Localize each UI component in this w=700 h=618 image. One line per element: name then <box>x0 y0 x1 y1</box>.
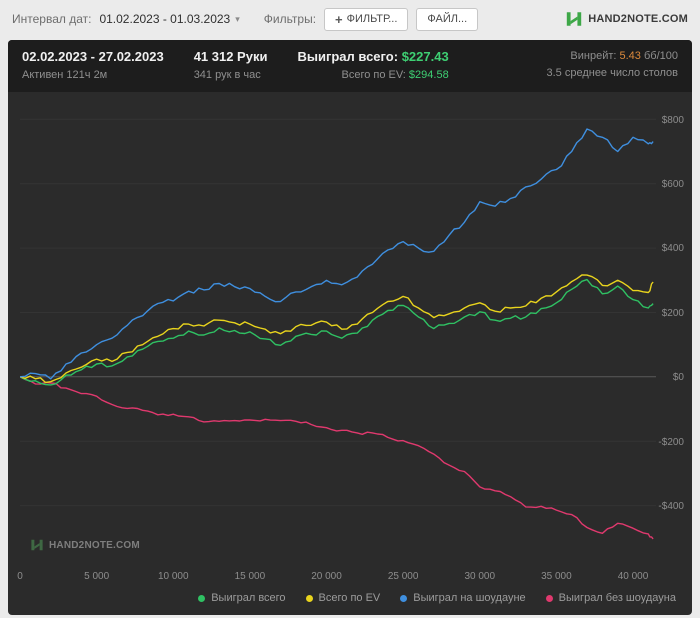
legend-label: Всего по EV <box>318 592 381 605</box>
x-tick-label: 40 000 <box>617 571 649 583</box>
legend-label: Выиграл без шоудауна <box>558 592 676 605</box>
x-tick-label: 0 <box>17 571 23 583</box>
x-axis-labels: 0 5 000 10 000 15 000 20 000 25 000 30 000 35 0… <box>8 571 692 585</box>
winrate-value: 5.43 <box>619 50 641 62</box>
x-tick-label: 20 000 <box>311 571 342 583</box>
legend-item[interactable]: Выиграл всего <box>198 592 286 605</box>
legend-dot-icon <box>545 594 553 602</box>
ev-total-label: Всего по EV: <box>341 68 406 81</box>
interval-label: Интервал дат: <box>12 12 92 26</box>
x-tick-label: 5 000 <box>84 571 110 583</box>
chart-legend: Выиграл всего Всего по EV Выиграл на шоуда… <box>8 585 692 615</box>
legend-item[interactable]: Выиграл на шоудауне <box>400 592 526 605</box>
summary-date-block: 02.02.2023 - 27.02.2023 Активен 121ч 2м <box>22 48 164 83</box>
x-tick-label: 25 000 <box>387 571 419 583</box>
watermark-text: HAND2NOTE.COM <box>49 539 140 551</box>
date-interval-select[interactable]: 01.02.2023 - 01.03.2023 ▾ <box>99 12 239 26</box>
report-panel: 02.02.2023 - 27.02.2023 Активен 121ч 2м … <box>8 40 692 616</box>
avg-tables: 3.5 среднее число столов <box>546 66 678 79</box>
brand-text: HAND2NOTE.COM <box>588 13 688 25</box>
date-interval-value: 01.02.2023 - 01.03.2023 <box>99 12 231 26</box>
legend-dot-icon <box>400 594 408 602</box>
legend-label: Выиграл всего <box>211 592 286 605</box>
filters-label: Фильтры: <box>263 12 317 26</box>
chart: $800 $600 $400 $200 $0 -$200 -$400 HAND2NOTE.C… <box>8 100 692 570</box>
brand: HAND2NOTE.COM <box>565 10 688 28</box>
plus-icon: + <box>335 11 343 27</box>
file-button[interactable]: ФАЙЛ... <box>416 7 479 31</box>
file-button-label: ФАЙЛ... <box>427 13 468 25</box>
summary-active-time: Активен 121ч 2м <box>22 68 108 81</box>
y-tick-label: -$200 <box>658 436 684 448</box>
summary-date-range: 02.02.2023 - 27.02.2023 <box>22 49 164 64</box>
hand2note-logo-icon <box>567 12 582 26</box>
ev-total-value: $294.58 <box>408 68 449 81</box>
x-tick-label: 35 000 <box>541 571 572 583</box>
y-tick-label: $200 <box>661 307 684 319</box>
toolbar: Интервал дат: 01.02.2023 - 01.03.2023 ▾ … <box>0 0 700 38</box>
legend-dot-icon <box>305 594 313 602</box>
summary-winnings-block: Выиграл всего: $227.43 Всего по EV: $294… <box>297 48 448 83</box>
y-tick-label: $800 <box>661 114 684 126</box>
summary-hands: 41 312 Руки <box>193 49 268 64</box>
legend-label: Выиграл на шоудауне <box>413 592 526 605</box>
chart-watermark: HAND2NOTE.COM <box>30 538 140 552</box>
y-tick-label: $600 <box>661 179 684 191</box>
legend-item[interactable]: Всего по EV <box>305 592 381 605</box>
x-tick-label: 30 000 <box>464 571 496 583</box>
winrate-units: бб/100 <box>643 50 678 62</box>
y-tick-label: $400 <box>661 243 684 255</box>
x-tick-label: 15 000 <box>234 571 266 583</box>
hand2note-logo-icon <box>31 540 43 551</box>
summary-hands-block: 41 312 Руки 341 рук в час <box>194 48 268 83</box>
summary-winrate-block: Винрейт: 5.43 бб/100 3.5 среднее число с… <box>546 48 678 81</box>
add-filter-button[interactable]: + ФИЛЬТР... <box>324 7 409 31</box>
legend-dot-icon <box>198 594 206 602</box>
legend-item[interactable]: Выиграл без шоудауна <box>545 592 676 605</box>
filter-button-label: ФИЛЬТР... <box>346 13 398 25</box>
won-total-value: $227.43 <box>401 49 449 64</box>
y-tick-label: $0 <box>672 372 684 384</box>
winrate-label: Винрейт: <box>570 50 617 62</box>
chart-plot[interactable] <box>20 100 656 570</box>
won-total-label: Выиграл всего: <box>297 49 399 64</box>
chevron-down-icon: ▾ <box>235 13 240 24</box>
summary-bar: 02.02.2023 - 27.02.2023 Активен 121ч 2м … <box>8 40 692 93</box>
y-tick-label: -$400 <box>658 500 684 512</box>
summary-hands-per-hour: 341 рук в час <box>193 68 261 81</box>
x-tick-label: 10 000 <box>157 571 189 583</box>
